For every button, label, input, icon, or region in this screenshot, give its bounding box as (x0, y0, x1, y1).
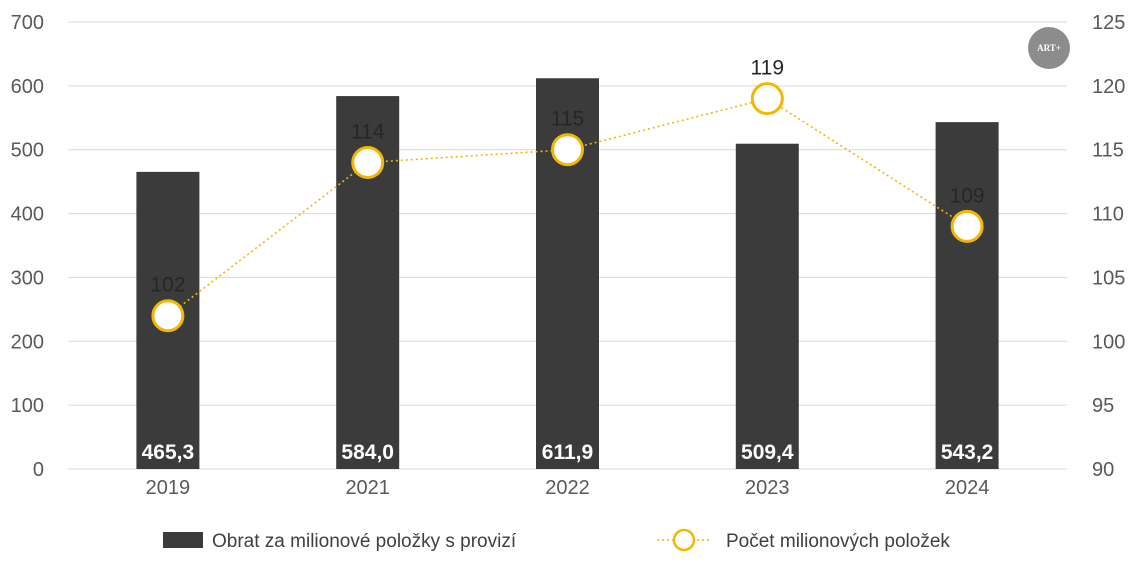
line-value-label: 102 (150, 274, 185, 297)
line-value-label: 114 (351, 120, 385, 143)
line-point (351, 145, 385, 179)
line-point (551, 133, 584, 167)
right-tick-label: 120 (1092, 76, 1125, 98)
right-tick-label: 105 (1092, 267, 1125, 289)
logo-badge-icon (1028, 27, 1070, 69)
bar-value-label: 509,4 (741, 441, 794, 464)
bar (735, 143, 799, 469)
bar-value-label: 465,3 (142, 441, 195, 464)
line-value-label: 109 (950, 184, 985, 207)
right-tick-label: 95 (1092, 395, 1114, 417)
left-tick-label: 600 (11, 76, 44, 98)
right-tick-label: 115 (1092, 140, 1124, 162)
bar-data-labels: 465,3 584,0 611,9 509,4 543,2 (142, 441, 994, 464)
legend-line-label: Počet milionových položek (726, 531, 950, 552)
line-point (151, 299, 185, 333)
left-tick-label: 400 (11, 204, 44, 226)
x-axis-ticks: 2019 2021 2022 2023 2024 (146, 477, 990, 499)
left-tick-label: 0 (33, 459, 44, 481)
legend-bar-swatch (163, 532, 203, 548)
x-tick-label: 2021 (345, 477, 390, 499)
line-data-labels: 102 114 115 119 109 (150, 57, 984, 297)
left-tick-label: 500 (11, 140, 44, 162)
x-tick-label: 2023 (745, 477, 790, 499)
left-tick-label: 300 (11, 267, 44, 289)
bar (935, 122, 999, 470)
logo-badge-text: ART+ (1037, 43, 1061, 53)
legend-bar-label: Obrat za milionové položky s provizí (212, 531, 517, 552)
x-tick-label: 2019 (146, 477, 191, 499)
legend: Obrat za milionové položky s provizí Poč… (163, 528, 950, 552)
line-point (750, 82, 784, 116)
left-tick-label: 200 (11, 331, 44, 353)
line-value-label: 119 (751, 57, 784, 80)
line-series-points (151, 82, 984, 333)
right-tick-label: 125 (1092, 12, 1125, 34)
art-plus-logo: ART+ (1028, 27, 1070, 69)
left-tick-label: 700 (11, 12, 44, 34)
line-point (950, 209, 984, 243)
right-tick-label: 100 (1092, 331, 1125, 353)
right-tick-label: 110 (1092, 204, 1124, 226)
bar-value-label: 584,0 (341, 441, 394, 464)
bar-value-label: 543,2 (941, 441, 994, 464)
left-axis-ticks: 0 100 200 300 400 500 600 700 (11, 12, 44, 481)
bar-series (136, 78, 999, 470)
x-tick-label: 2022 (545, 477, 590, 499)
left-tick-label: 100 (11, 395, 44, 417)
bar-value-label: 611,9 (542, 441, 593, 464)
right-tick-label: 90 (1092, 459, 1114, 481)
x-tick-label: 2024 (945, 477, 990, 499)
line-value-label: 115 (551, 108, 584, 131)
right-axis-ticks: 90 95 100 105 110 115 120 125 (1092, 12, 1125, 481)
legend-line-marker (672, 528, 696, 552)
